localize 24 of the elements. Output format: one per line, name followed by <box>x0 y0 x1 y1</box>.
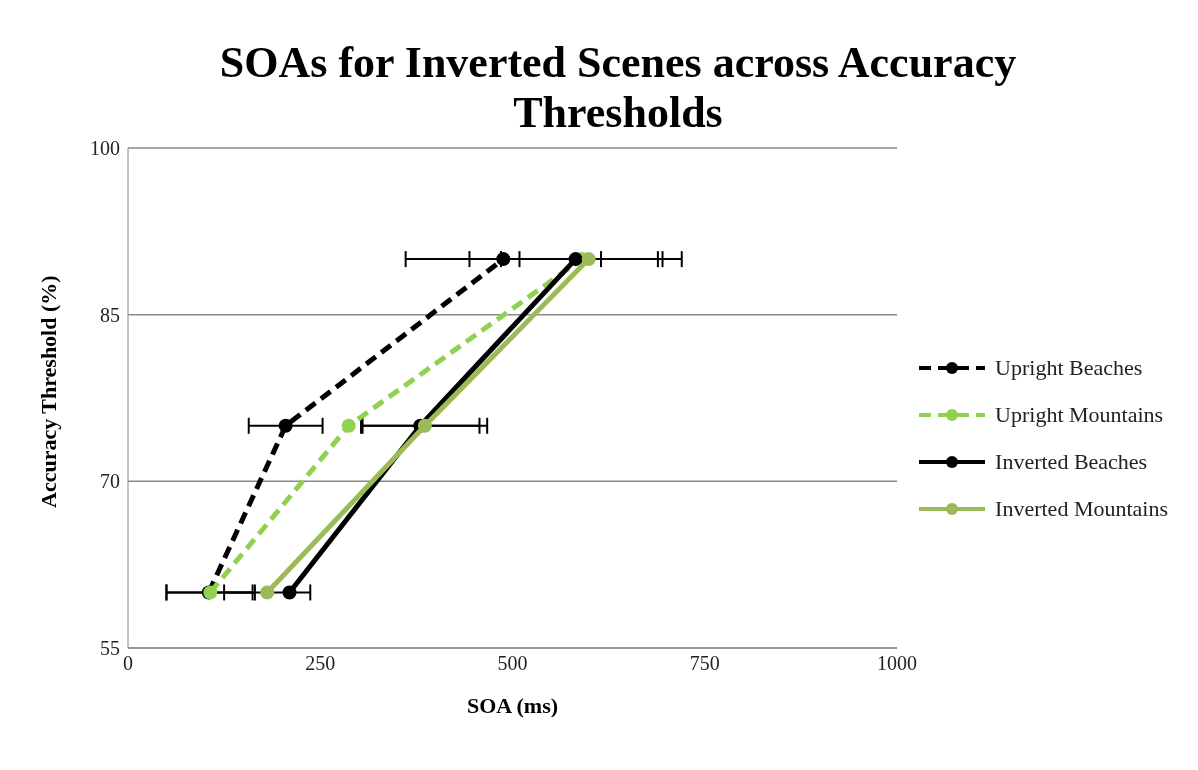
point <box>282 585 297 600</box>
y-tick-label: 85 <box>100 303 120 326</box>
point <box>581 252 596 267</box>
point <box>496 252 511 267</box>
point <box>417 418 432 433</box>
y-tick-label: 70 <box>100 470 120 493</box>
point <box>278 418 293 433</box>
y-tick-label: 55 <box>100 637 120 660</box>
y-axis-title: Accuracy Threshold (%) <box>35 275 61 508</box>
legend-label: Inverted Mountains <box>995 495 1168 522</box>
legend-label: Upright Beaches <box>995 354 1143 381</box>
y-tick-label: 100 <box>90 137 120 160</box>
x-axis-title: SOA (ms) <box>467 693 559 718</box>
legend-label: Inverted Beaches <box>995 448 1148 475</box>
x-tick-label: 500 <box>497 652 528 675</box>
x-tick-label: 750 <box>689 652 720 675</box>
x-tick-label: 250 <box>305 652 336 675</box>
x-tick-label: 1000 <box>877 652 918 675</box>
point <box>260 585 275 600</box>
legend-label: Upright Mountains <box>995 401 1164 428</box>
chart-title: SOAs for Inverted Scenes across Accuracy Thresholds <box>218 37 1018 138</box>
x-tick-label: 0 <box>123 652 133 675</box>
point <box>568 252 583 267</box>
point <box>341 418 356 433</box>
